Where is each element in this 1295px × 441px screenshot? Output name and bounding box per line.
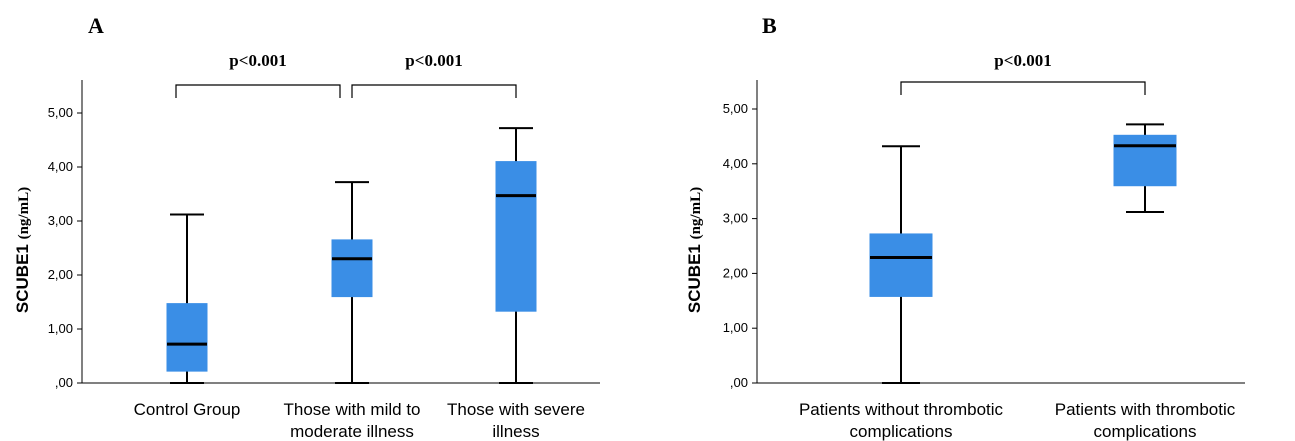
y-tick-label: 2,00 <box>723 265 748 280</box>
panel-letter: A <box>88 13 104 38</box>
y-tick-label: 2,00 <box>48 267 73 282</box>
y-tick-label: 3,00 <box>723 211 748 226</box>
y-tick-label: 5,00 <box>48 105 73 120</box>
y-axis-label-main: SCUBE1 <box>13 239 32 313</box>
y-tick-label: 4,00 <box>723 156 748 171</box>
category-label: Patients with thrombotic <box>1055 400 1236 419</box>
p-value-label: p<0.001 <box>229 51 286 70</box>
box-1 <box>869 145 933 384</box>
p-value-label: p<0.001 <box>405 51 462 70</box>
y-axis-label-unit: (ng/mL) <box>688 187 704 240</box>
significance-bracket <box>175 84 341 98</box>
iqr-box <box>166 303 208 372</box>
category-label: Those with severe <box>447 400 585 419</box>
y-tick-label: 1,00 <box>48 321 73 336</box>
p-value-label: p<0.001 <box>994 51 1051 70</box>
box-2 <box>331 181 373 384</box>
iqr-box <box>331 239 373 298</box>
y-axis-label: SCUBE1 (ng/mL) <box>13 187 32 313</box>
iqr-box <box>495 161 537 312</box>
significance-bracket <box>900 81 1146 95</box>
category-label: complications <box>850 422 953 441</box>
category-label: Those with mild to <box>284 400 421 419</box>
box-1 <box>166 213 208 384</box>
box-3 <box>495 127 537 384</box>
y-tick-label: 1,00 <box>723 320 748 335</box>
y-tick-label: 3,00 <box>48 213 73 228</box>
y-axis-label-unit: (ng/mL) <box>16 187 32 240</box>
y-tick-label: ,00 <box>55 375 73 390</box>
y-tick-label: 4,00 <box>48 159 73 174</box>
panel-letter: B <box>762 13 777 38</box>
category-label: complications <box>1094 422 1197 441</box>
y-tick-label: 5,00 <box>723 101 748 116</box>
iqr-box <box>1113 134 1177 187</box>
category-label: Patients without thrombotic <box>799 400 1004 419</box>
category-label: Control Group <box>134 400 241 419</box>
category-label: moderate illness <box>290 422 414 441</box>
box-2 <box>1113 123 1177 214</box>
significance-bracket <box>351 84 517 98</box>
panel-b: B ,00 1,00 2,00 3,00 4,00 5,00 SCUBE1 (ng/mL) Pa… <box>685 13 1245 441</box>
iqr-box <box>869 233 933 297</box>
y-axis-label-main: SCUBE1 <box>685 239 704 313</box>
y-axis-label: SCUBE1 (ng/mL) <box>685 187 704 313</box>
category-label: illness <box>492 422 539 441</box>
panel-a: A ,00 1,00 2,00 3,00 4,00 5,00 SCUBE1 (ng/mL) Co… <box>13 13 600 441</box>
y-tick-label: ,00 <box>730 375 748 390</box>
